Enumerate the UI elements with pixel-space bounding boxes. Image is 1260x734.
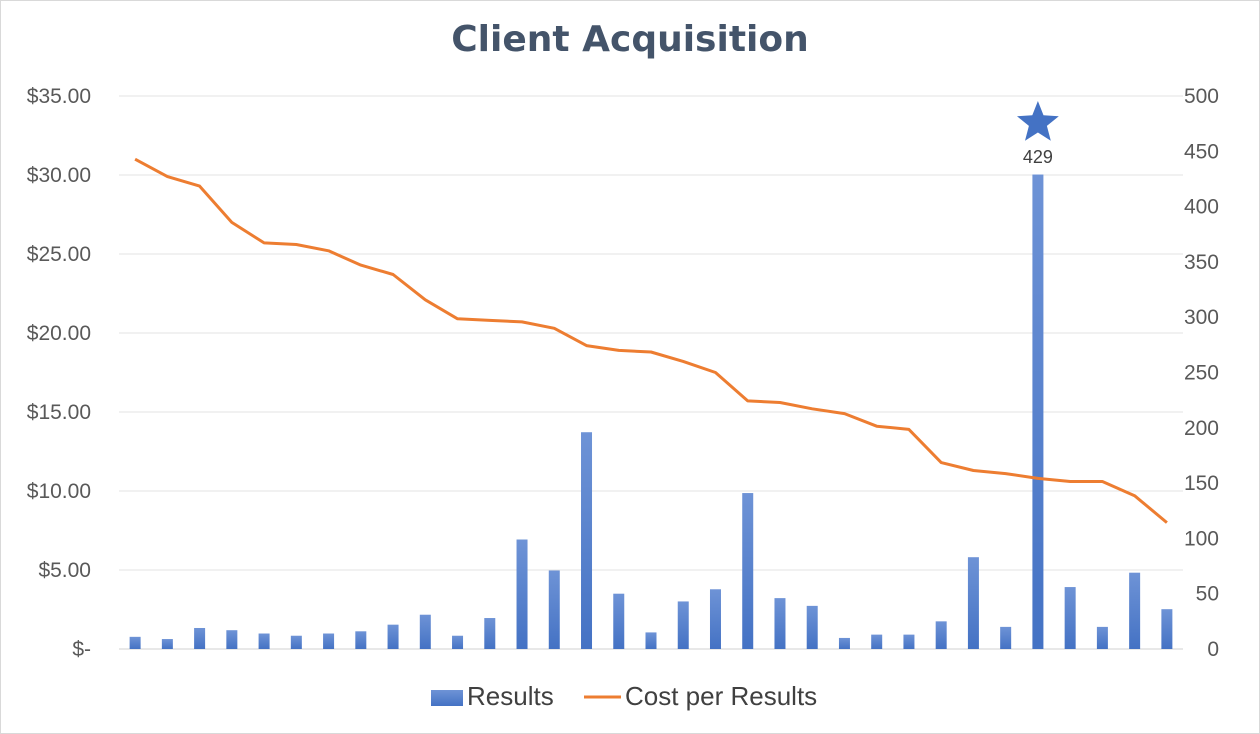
left-tick-label: $- bbox=[72, 638, 91, 661]
results-bar bbox=[742, 493, 754, 649]
left-tick-label: $30.00 bbox=[27, 164, 91, 187]
legend-swatch-results bbox=[431, 690, 463, 706]
left-tick-label: $15.00 bbox=[27, 401, 91, 424]
right-tick-label: 150 bbox=[1184, 472, 1219, 495]
cost-line bbox=[134, 157, 1168, 524]
results-bar bbox=[258, 633, 270, 649]
results-bar bbox=[967, 557, 979, 649]
gridlines bbox=[119, 95, 1183, 650]
right-tick-label: 400 bbox=[1184, 196, 1219, 219]
results-bar bbox=[226, 630, 238, 649]
results-bar bbox=[1000, 626, 1012, 649]
results-bar bbox=[645, 632, 657, 649]
right-tick-label: 500 bbox=[1184, 85, 1219, 108]
cost-per-results-line bbox=[134, 157, 1168, 524]
results-bar bbox=[613, 593, 625, 649]
results-bar bbox=[677, 601, 689, 649]
results-bar bbox=[1032, 174, 1044, 649]
right-tick-label: 300 bbox=[1184, 306, 1219, 329]
annotations: 429 bbox=[1017, 101, 1059, 167]
results-bar bbox=[516, 539, 528, 649]
legend: Results Cost per Results bbox=[431, 681, 817, 711]
left-tick-label: $20.00 bbox=[27, 322, 91, 345]
left-axis: $- $5.00 $10.00 $15.00 $20.00 $25.00 $30.00 $35… bbox=[27, 85, 91, 661]
results-bar bbox=[452, 635, 464, 649]
results-bar bbox=[129, 636, 141, 649]
results-bar bbox=[194, 627, 206, 649]
results-bars bbox=[129, 174, 1173, 649]
left-tick-label: $10.00 bbox=[27, 480, 91, 503]
results-bar bbox=[935, 621, 947, 649]
results-bar bbox=[806, 605, 818, 649]
results-bar bbox=[484, 618, 496, 649]
right-tick-label: 0 bbox=[1207, 638, 1219, 661]
left-tick-label: $35.00 bbox=[27, 85, 91, 108]
left-tick-label: $5.00 bbox=[38, 559, 91, 582]
legend-label-cost: Cost per Results bbox=[625, 681, 817, 711]
results-bar bbox=[581, 432, 593, 649]
results-bar bbox=[290, 635, 302, 649]
right-tick-label: 350 bbox=[1184, 251, 1219, 274]
results-bar bbox=[709, 589, 721, 649]
results-bar bbox=[323, 633, 335, 649]
results-bar bbox=[838, 637, 850, 649]
results-bar bbox=[387, 624, 399, 649]
data-label: 429 bbox=[1023, 147, 1053, 167]
star-icon bbox=[1017, 101, 1059, 141]
right-tick-label: 450 bbox=[1184, 140, 1219, 163]
legend-label-results: Results bbox=[467, 681, 554, 711]
results-bar bbox=[161, 639, 173, 649]
left-tick-label: $25.00 bbox=[27, 243, 91, 266]
chart-title: Client Acquisition bbox=[451, 19, 809, 60]
results-bar bbox=[871, 634, 883, 649]
results-bar bbox=[419, 614, 431, 649]
results-bar bbox=[774, 598, 786, 649]
right-tick-label: 200 bbox=[1184, 417, 1219, 440]
results-bar bbox=[355, 631, 367, 649]
results-bar bbox=[903, 634, 915, 649]
right-axis: 0 50 100 150 200 250 300 350 400 450 500 bbox=[1184, 85, 1219, 661]
right-tick-label: 50 bbox=[1196, 583, 1219, 606]
results-bar bbox=[1129, 572, 1141, 649]
results-bar bbox=[548, 570, 560, 649]
right-tick-label: 100 bbox=[1184, 527, 1219, 550]
results-bar bbox=[1161, 609, 1173, 649]
right-tick-label: 250 bbox=[1184, 362, 1219, 385]
results-bar bbox=[1064, 587, 1076, 649]
results-bar bbox=[1096, 626, 1108, 649]
